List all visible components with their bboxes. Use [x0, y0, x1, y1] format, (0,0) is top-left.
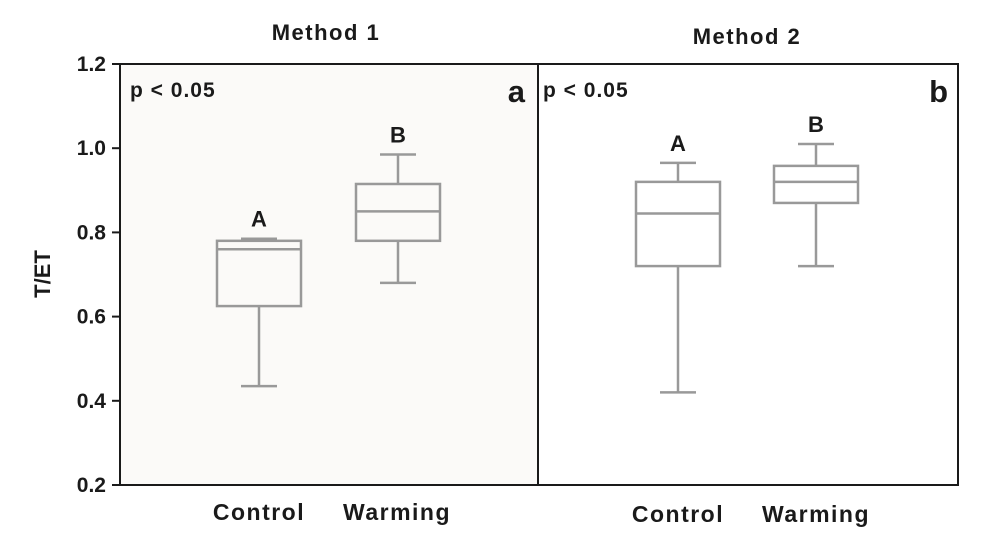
- panel-a-letter: a: [508, 74, 526, 109]
- y-tick-label: 1.0: [77, 137, 106, 160]
- group-letter-label: A: [670, 131, 686, 156]
- panel-b-boxes: AB: [634, 112, 860, 394]
- panel-b-frame: [537, 63, 959, 486]
- iqr-box: [634, 180, 722, 268]
- y-tick-label: 0.4: [77, 390, 107, 413]
- iqr-box: [772, 164, 860, 205]
- y-tick-label: 0.6: [77, 306, 106, 329]
- panel-a-background: [120, 64, 538, 485]
- y-tick-label: 1.2: [77, 53, 106, 76]
- panel-a: Method 1 p < 0.05 a AB Control Warming: [119, 20, 538, 525]
- group-letter-label: B: [808, 112, 824, 137]
- x-tick-label: Control: [632, 501, 724, 527]
- panel-b-title: Method 2: [693, 24, 802, 49]
- panel-b-p-value: p < 0.05: [543, 79, 629, 102]
- box-control: A: [634, 131, 722, 394]
- group-letter-label: B: [390, 123, 406, 148]
- box-warming: B: [772, 112, 860, 268]
- y-tick-label: 0.8: [77, 221, 107, 244]
- x-tick-label: Warming: [343, 499, 451, 525]
- box-warming: B: [354, 123, 442, 285]
- group-letter-label: A: [251, 207, 267, 232]
- panel-b: Method 2 p < 0.05 b AB Control Warming: [537, 24, 959, 527]
- panel-a-p-value: p < 0.05: [130, 79, 216, 102]
- x-tick-label: Warming: [762, 501, 870, 527]
- x-tick-label: Control: [213, 499, 305, 525]
- panel-a-title: Method 1: [272, 20, 381, 45]
- y-axis: 0.2 0.4 0.6 0.8 1.0 1.2: [77, 53, 120, 497]
- y-tick-label: 0.2: [77, 474, 106, 497]
- panel-b-letter: b: [929, 74, 948, 109]
- y-axis-label: T/ET: [30, 250, 55, 298]
- box-control: A: [215, 207, 303, 388]
- panel-a-boxes: AB: [215, 123, 442, 388]
- iqr-box: [215, 239, 303, 308]
